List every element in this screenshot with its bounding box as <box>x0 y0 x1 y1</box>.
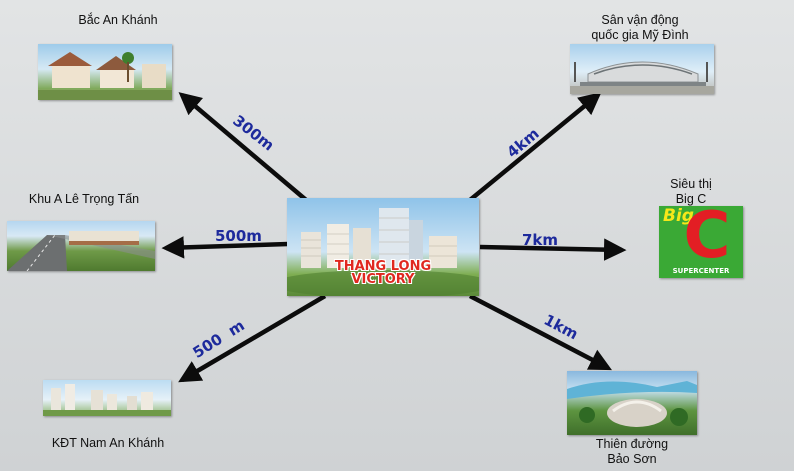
image-nam-an-khanh <box>43 380 171 416</box>
big-c-logo: Big C SUPERCENTER <box>659 206 743 278</box>
image-bao-son <box>567 371 697 435</box>
label-my-dinh: Sân vận động quốc gia Mỹ Đình <box>560 13 720 43</box>
project-title-line2: VICTORY <box>351 272 415 287</box>
label-bac-an-khanh: Bắc An Khánh <box>78 13 158 27</box>
arrow-le-trong-tan <box>161 236 289 259</box>
villas-illustration <box>38 52 172 100</box>
big-c-supercenter: SUPERCENTER <box>672 267 730 275</box>
park-illustration <box>567 381 697 427</box>
image-le-trong-tan <box>7 221 155 271</box>
label-bao-son-line2: Bảo Sơn <box>607 452 657 466</box>
label-my-dinh-line1: Sân vận động <box>601 13 679 27</box>
label-nam-an-khanh: KĐT Nam An Khánh <box>51 436 165 450</box>
distance-le-trong-tan: 500m <box>215 227 262 245</box>
label-my-dinh-line2: quốc gia Mỹ Đình <box>591 28 689 42</box>
label-big-c: Siêu thị Big C <box>656 177 726 207</box>
label-big-c-line2: Big C <box>675 192 707 206</box>
arrow-my-dinh <box>468 92 602 202</box>
arrow-bac-an-khanh <box>178 92 314 207</box>
stadium-illustration <box>570 61 714 94</box>
arrow-nam-an-khanh <box>178 294 327 383</box>
buildings-illustration <box>287 208 479 296</box>
image-bac-an-khanh <box>38 44 172 100</box>
label-le-trong-tan: Khu A Lê Trọng Tấn <box>28 192 140 206</box>
label-big-c-line1: Siêu thị <box>670 177 712 191</box>
distance-big-c: 7km <box>522 231 559 249</box>
label-bao-son: Thiên đường Bảo Sơn <box>572 437 692 467</box>
big-c-big-text: Big <box>663 206 694 226</box>
boulevard-illustration <box>7 231 155 271</box>
image-my-dinh-stadium <box>570 44 714 94</box>
arrow-bao-son <box>468 294 612 371</box>
towers-illustration <box>43 384 171 416</box>
arrow-big-c <box>479 238 627 261</box>
big-c-c-letter: C <box>683 206 731 273</box>
center-project-image: THANG LONG VICTORY <box>287 198 479 296</box>
project-title-line1: THANG LONG <box>334 259 432 274</box>
label-bao-son-line1: Thiên đường <box>595 437 669 451</box>
project-title: THANG LONG VICTORY <box>287 260 479 286</box>
